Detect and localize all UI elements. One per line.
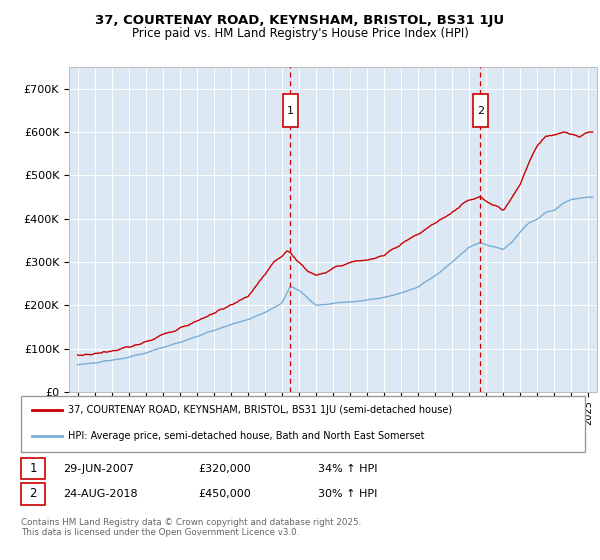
Text: 1: 1 (287, 105, 294, 115)
Text: 2: 2 (477, 105, 484, 115)
Text: Price paid vs. HM Land Registry's House Price Index (HPI): Price paid vs. HM Land Registry's House … (131, 27, 469, 40)
Bar (283, 94, 298, 127)
Bar (473, 94, 488, 127)
Text: 24-AUG-2018: 24-AUG-2018 (63, 489, 137, 499)
Text: 2: 2 (29, 487, 37, 501)
Text: 30% ↑ HPI: 30% ↑ HPI (318, 489, 377, 499)
Text: Contains HM Land Registry data © Crown copyright and database right 2025.
This d: Contains HM Land Registry data © Crown c… (21, 518, 361, 538)
Text: 1: 1 (29, 462, 37, 475)
Text: 37, COURTENAY ROAD, KEYNSHAM, BRISTOL, BS31 1JU (semi-detached house): 37, COURTENAY ROAD, KEYNSHAM, BRISTOL, B… (68, 405, 452, 415)
Text: £450,000: £450,000 (198, 489, 251, 499)
Text: 29-JUN-2007: 29-JUN-2007 (63, 464, 134, 474)
Text: 34% ↑ HPI: 34% ↑ HPI (318, 464, 377, 474)
Text: 37, COURTENAY ROAD, KEYNSHAM, BRISTOL, BS31 1JU: 37, COURTENAY ROAD, KEYNSHAM, BRISTOL, B… (95, 14, 505, 27)
Text: HPI: Average price, semi-detached house, Bath and North East Somerset: HPI: Average price, semi-detached house,… (68, 431, 424, 441)
Text: £320,000: £320,000 (198, 464, 251, 474)
